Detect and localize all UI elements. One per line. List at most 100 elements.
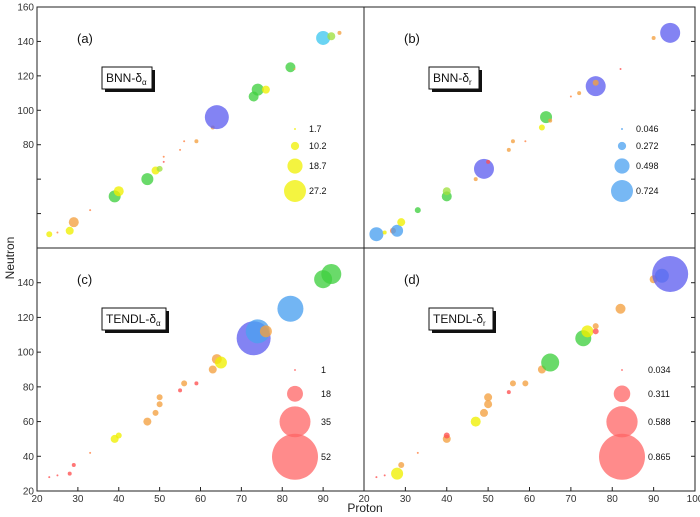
y-tick-label: 80 [23,382,35,393]
panels-layer: 20 30 40 50 60 70 80 90 20 30 40 50 60 70 80 90 100 80 100… [17,3,700,506]
bubble [321,264,342,285]
bubble [484,393,493,402]
y-tick-label: 100 [17,348,34,359]
bubble [615,303,626,314]
legend-bubble [294,128,296,130]
bubble [71,462,76,467]
legend-label: 1.7 [309,124,322,134]
legend-label: 0.272 [636,141,659,151]
x-tick-label: 60 [524,494,536,505]
x-tick-label: 60 [195,494,207,505]
bubble [183,140,186,143]
bubble [162,155,165,158]
legend-label: 1 [321,365,326,375]
legend-bubble [284,180,306,202]
bubble [327,32,336,41]
x-tick-label: 30 [72,494,84,505]
series-label: BNN-δr [433,71,472,87]
series-label: BNN-δα [106,71,147,87]
y-tick-label: 120 [17,71,34,82]
panel-letter: (b) [404,31,420,46]
bubble [541,353,560,372]
bubble [65,226,74,235]
bubble [277,295,304,322]
bubble [569,95,572,98]
bubble [285,62,296,73]
legend-label: 0.498 [636,161,659,171]
label-box [101,307,167,331]
bubble [414,207,421,214]
bubble [592,328,599,335]
bubble [143,417,152,426]
legend-bubble [613,385,631,403]
y-tick-label: 40 [23,452,35,463]
bubble [484,400,493,409]
bubble [156,165,163,172]
bubble [510,139,515,144]
legend-label: 18.7 [309,161,327,171]
legend-label: 0.724 [636,186,659,196]
legend-bubble [294,369,296,371]
y-tick-label: 140 [17,278,34,289]
panel-letter: (d) [404,272,420,287]
panel-letter: (a) [77,31,93,46]
bubble [245,319,270,344]
bubble [67,471,72,476]
bubble [293,67,296,70]
bubble [486,159,491,164]
legend-bubble [599,433,645,480]
legend-bubble [606,406,638,438]
bubble [470,416,481,427]
bubble [660,22,681,43]
label-box [101,66,153,90]
bubble [115,432,122,439]
bubble [375,476,378,479]
legend-label: 35 [321,417,331,427]
bubble [68,217,79,228]
bubble [204,105,229,130]
legend-label: 0.311 [648,389,670,399]
axis-text-layer: Proton Neutron [3,237,383,515]
x-tick-label: 80 [277,494,289,505]
bubble [391,467,404,480]
bubble [577,91,582,96]
x-tick-label: 50 [154,494,166,505]
legend-bubble [621,369,623,371]
bubble [473,177,478,182]
bubble [524,140,527,143]
y-tick-label: 140 [17,37,34,48]
bubble [261,85,270,94]
legend-bubble [290,141,300,151]
legend-label: 27.2 [309,186,327,196]
series-label: TENDL-δα [106,312,161,328]
series-label: TENDL-δr [433,312,486,328]
x-tick-label: 30 [400,494,412,505]
legend-label: 18 [321,389,331,399]
bubble [509,380,516,387]
bubble [585,76,606,97]
x-tick-label: 20 [358,494,370,505]
bubble [181,380,188,387]
x-tick-label: 90 [318,494,330,505]
x-tick-label: 100 [687,494,700,505]
x-tick-label: 90 [648,494,660,505]
bubble [56,474,59,477]
y-tick-label: 100 [17,106,34,117]
bubble [178,388,183,393]
bubble [548,118,553,123]
bubble [581,325,594,338]
bubble [56,231,59,234]
bubble [251,83,264,96]
bubble [369,227,384,242]
panel-2-bubbles [48,264,342,479]
bubble [337,30,342,35]
bubble [46,231,53,238]
legend-bubble [621,128,623,130]
y-tick-label: 80 [23,140,35,151]
legend-bubble [287,385,303,402]
panel-letter: (c) [77,272,92,287]
bubble [651,35,656,40]
bubble [383,474,386,477]
panel-0-bubbles [46,30,342,238]
